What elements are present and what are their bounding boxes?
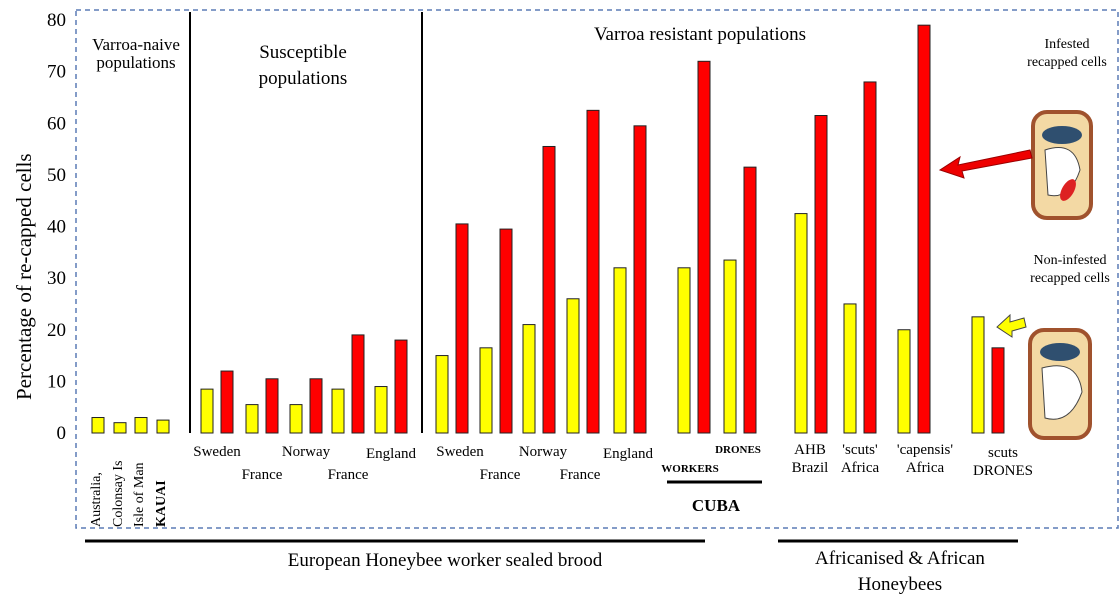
y-tick-label: 70	[47, 62, 66, 83]
x-tick-label: KAUAI	[154, 480, 169, 527]
x-tick-label: 'capensis' Africa	[896, 442, 954, 476]
bar	[843, 303, 857, 434]
frame	[75, 9, 1119, 529]
x-tick-label: 'scuts' Africa	[840, 442, 880, 476]
x-tick-label: Colonsay Is	[111, 460, 126, 528]
group-label: Varroa resistant populations	[593, 24, 807, 45]
bar	[351, 334, 365, 434]
bar	[522, 324, 536, 434]
origin-label: European Honeybee worker sealed brood	[287, 550, 603, 571]
bar	[917, 24, 931, 434]
y-tick-label: 80	[47, 10, 66, 31]
x-tick-label: France	[241, 467, 283, 483]
bar	[331, 388, 345, 434]
bar	[265, 378, 279, 434]
bar	[245, 404, 259, 434]
bar	[633, 125, 647, 434]
bar	[971, 316, 985, 434]
bar	[814, 115, 828, 434]
bar	[499, 228, 513, 434]
legend-label: Infested recapped cells	[1027, 37, 1107, 70]
bar	[863, 81, 877, 434]
x-tick-label: Norway	[518, 444, 568, 460]
legend-label: Non-infested recapped cells	[1030, 253, 1110, 286]
bar	[394, 339, 408, 434]
x-tick-label: France	[479, 467, 521, 483]
bar	[435, 355, 449, 434]
bar	[677, 267, 691, 434]
bar	[743, 166, 757, 434]
bar	[586, 109, 600, 434]
bar	[220, 370, 234, 434]
x-tick-label: WORKERS	[661, 463, 719, 475]
origin-label: Africanised & African Honeybees	[815, 548, 985, 595]
bar	[794, 213, 808, 434]
y-tick-label: 10	[47, 371, 66, 392]
infested-cell-icon	[1031, 110, 1093, 220]
group-label: Susceptible populations	[258, 42, 348, 89]
red-arrow	[938, 149, 1033, 179]
bar	[897, 329, 911, 434]
x-tick-label: France	[327, 467, 369, 483]
x-tick-label: England	[366, 446, 416, 462]
bar	[479, 347, 493, 434]
bar	[113, 422, 127, 434]
bar	[991, 347, 1005, 434]
x-tick-label: Australia,	[89, 472, 104, 527]
bar	[723, 259, 737, 434]
bar	[309, 378, 323, 434]
y-tick-label: 0	[57, 423, 67, 444]
x-tick-label: England	[603, 446, 653, 462]
bar	[697, 60, 711, 434]
bar	[156, 419, 170, 434]
x-tick-label: Norway	[281, 444, 331, 460]
y-tick-label: 30	[47, 268, 66, 289]
x-tick-label: scuts DRONES	[972, 445, 1033, 479]
x-tick-label: Isle of Man	[132, 462, 147, 527]
bar	[200, 388, 214, 434]
bar	[91, 417, 105, 434]
x-tick-label: DRONES	[715, 444, 761, 456]
bar	[289, 404, 303, 434]
bar	[374, 386, 388, 434]
bar	[542, 145, 556, 434]
y-axis-label: Percentage of re-capped cells	[12, 153, 36, 400]
y-tick-label: 40	[47, 217, 66, 238]
bar	[134, 417, 148, 434]
subgroup-label: CUBA	[691, 496, 741, 515]
bar	[455, 223, 469, 434]
y-tick-label: 20	[47, 320, 66, 341]
x-tick-label: Sweden	[436, 444, 484, 460]
y-tick-label: 50	[47, 165, 66, 186]
bar	[613, 267, 627, 434]
yellow-arrow	[996, 313, 1027, 338]
group-label: Varroa-naive populations	[92, 35, 180, 72]
x-tick-label: Sweden	[193, 444, 241, 460]
x-tick-label: AHB Brazil	[791, 442, 829, 476]
y-tick-label: 60	[47, 113, 66, 134]
non-infested-cell-icon	[1028, 328, 1092, 440]
x-tick-label: France	[559, 467, 601, 483]
bar	[566, 298, 580, 434]
